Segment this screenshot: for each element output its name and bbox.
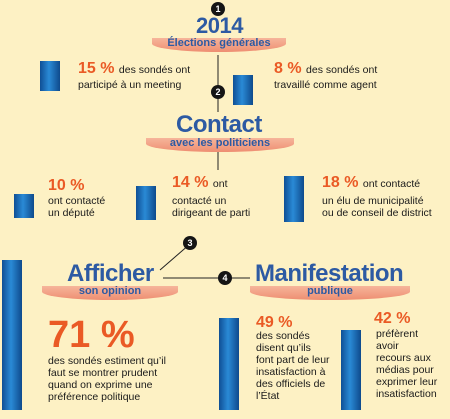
stat-medias-text-1: préfèrent <box>376 328 419 340</box>
stat-bar-elu <box>284 176 304 222</box>
stat-agent-percent: 8 % <box>274 60 302 77</box>
stat-bar-officiels <box>219 318 239 410</box>
stat-elu: 18 % ont contacté <box>322 174 421 191</box>
stat-depute-text-2: un député <box>48 207 95 219</box>
stat-medias-text-5: exprimer leur <box>376 376 438 388</box>
stat-prudent-text-3: quand on exprime une <box>48 379 153 391</box>
stat-meeting-text-1: des sondés ont <box>118 64 191 76</box>
contact-ribbon: avec les politiciens <box>146 137 294 152</box>
stat-meeting-text-2: participé à un meeting <box>78 79 182 91</box>
stat-bar-medias <box>341 330 361 410</box>
manifestation-title: Manifestation <box>255 260 404 287</box>
stat-parti: 14 % ont <box>172 174 228 191</box>
elections-subtitle: Élections générales <box>167 37 271 49</box>
stat-officiels-text-1: des sondés <box>256 330 310 342</box>
stat-depute-percent: 10 % <box>48 177 85 194</box>
afficher-subtitle: son opinion <box>78 285 142 297</box>
year-title: 2014 <box>196 13 243 38</box>
stat-bar-parti <box>136 186 156 220</box>
stat-officiels-text-3: font part de leur <box>256 354 330 366</box>
stat-officiels-text-4: insatisfaction à <box>256 366 326 378</box>
stat-prudent-text-2: faut se montrer prudent <box>48 367 158 379</box>
stat-medias-text-4: médias pour <box>376 364 434 376</box>
afficher-title: Afficher <box>67 260 154 287</box>
stat-parti-text-2: contacté un <box>172 195 227 207</box>
stat-parti-percent: 14 % <box>172 174 209 191</box>
stat-meeting: 15 % des sondés ont <box>78 60 191 77</box>
stat-prudent-text-1: des sondés estiment qu’il <box>48 355 166 367</box>
stat-officiels-text-2: disent qu’ils <box>256 342 311 354</box>
elections-ribbon: Élections générales <box>152 37 286 52</box>
stat-medias-text-2: avoir <box>376 340 399 352</box>
stat-meeting-percent: 15 % <box>78 60 115 77</box>
stat-agent-text-2: travaillé comme agent <box>274 79 377 91</box>
step-badge-3: 3 <box>183 236 197 250</box>
stat-agent: 8 % des sondés ont <box>274 60 378 77</box>
manifestation-ribbon: publique <box>250 285 410 300</box>
stat-elu-percent: 18 % <box>322 174 359 191</box>
stat-officiels-text-5: des officiels de <box>256 378 326 390</box>
stat-parti-text-3: dirigeant de parti <box>172 207 251 219</box>
stat-officiels-text-6: l’État <box>256 390 280 402</box>
stat-depute-text-1: ont contacté <box>48 195 106 207</box>
step-badge-1: 1 <box>211 2 225 16</box>
stat-officiels-percent: 49 % <box>256 314 293 331</box>
step-badge-4: 4 <box>218 271 232 285</box>
stat-elu-text-3: ou de conseil de district <box>322 207 432 219</box>
stat-parti-text-1: ont <box>212 178 228 190</box>
step-badge-2: 2 <box>211 85 225 99</box>
stat-medias-text-3: recours aux <box>376 352 431 364</box>
stat-medias-text-6: insatisfaction <box>376 388 437 400</box>
manifestation-subtitle: publique <box>307 285 353 297</box>
afficher-ribbon: son opinion <box>42 285 178 300</box>
stat-bar-prudent <box>2 260 22 410</box>
stat-medias-percent: 42 % <box>374 310 411 327</box>
stat-bar-meeting <box>40 61 60 91</box>
contact-title: Contact <box>176 111 262 138</box>
stat-bar-agent <box>233 75 253 105</box>
stat-prudent-percent: 71 % <box>48 314 135 356</box>
stat-prudent-text-4: préférence politique <box>48 391 141 403</box>
contact-subtitle: avec les politiciens <box>169 137 271 149</box>
stat-elu-text-1: ont contacté <box>362 178 421 190</box>
stat-bar-depute <box>14 194 34 218</box>
stat-agent-text-1: des sondés ont <box>306 64 378 76</box>
stat-elu-text-2: un élu de municipalité <box>322 195 424 207</box>
